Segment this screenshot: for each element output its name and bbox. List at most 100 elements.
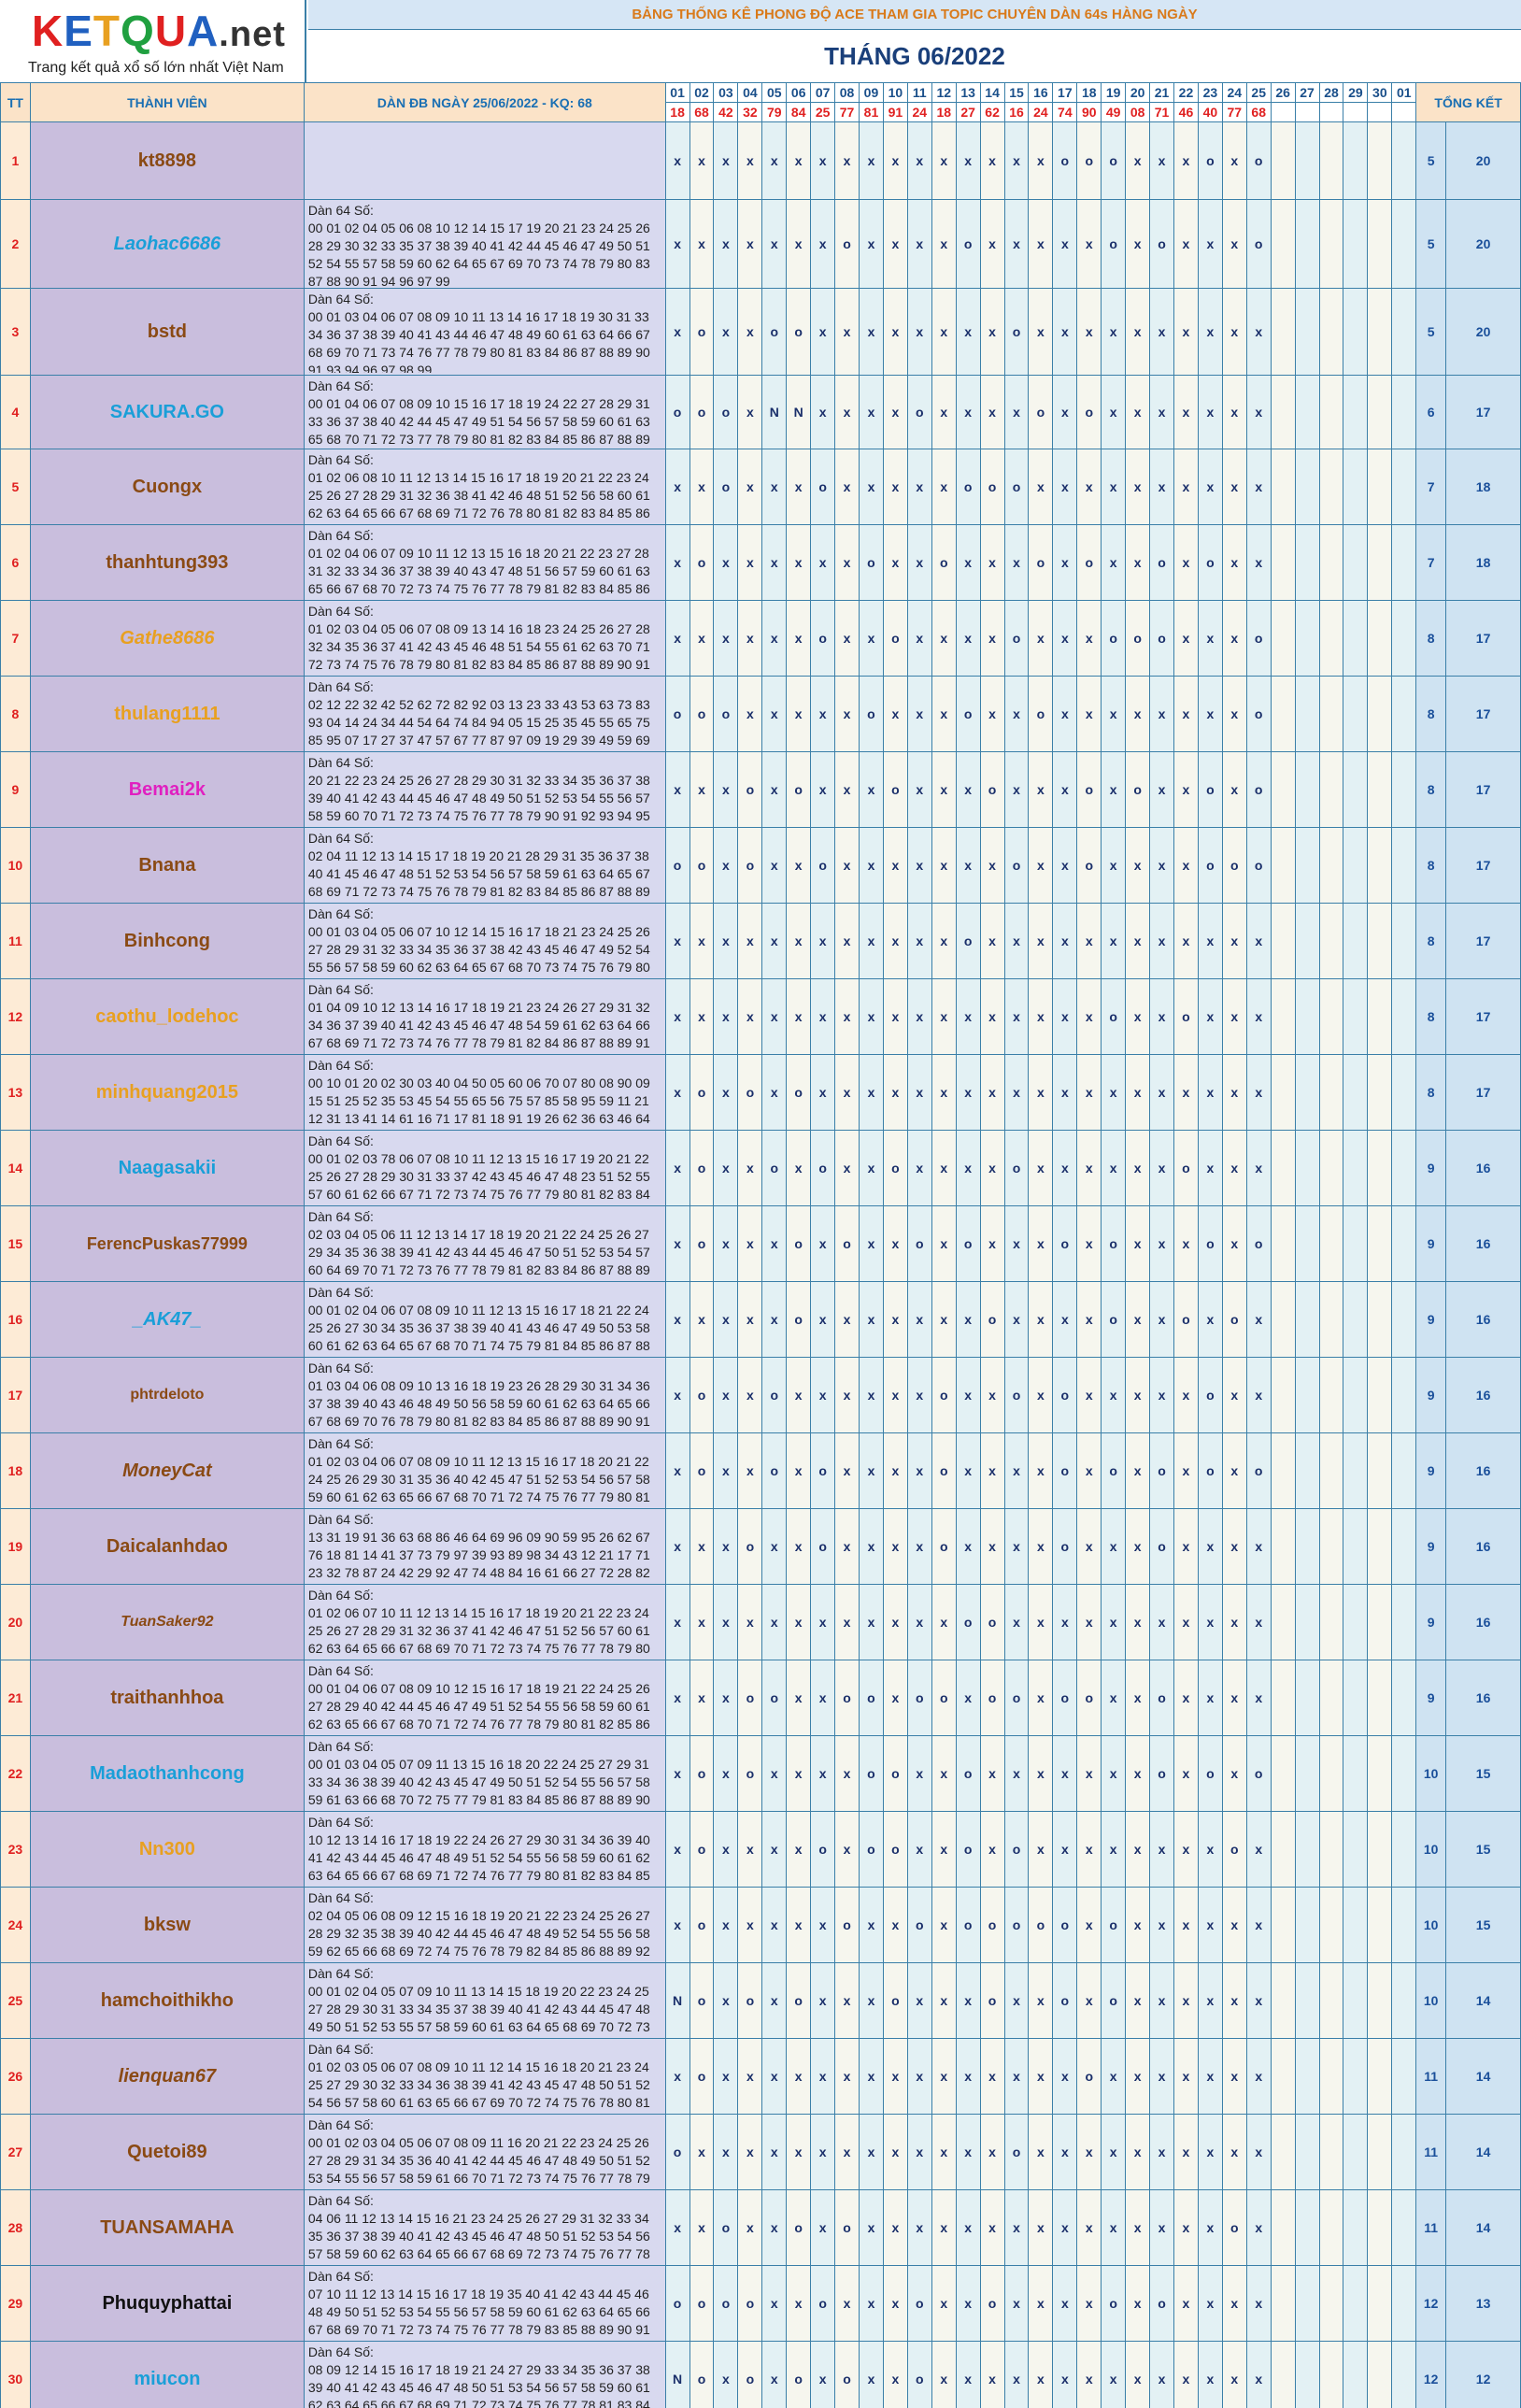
day-mark: o bbox=[979, 1584, 1005, 1660]
day-mark: x bbox=[1003, 903, 1030, 979]
day-mark: o bbox=[1245, 1432, 1272, 1509]
member-name[interactable]: Binhcong bbox=[29, 903, 305, 979]
day-mark bbox=[1294, 676, 1320, 752]
day-mark bbox=[1391, 1962, 1417, 2039]
day-mark: x bbox=[1076, 978, 1102, 1055]
day-mark: x bbox=[1101, 2189, 1127, 2266]
day-mark bbox=[1343, 600, 1369, 677]
member-name[interactable]: caothu_lodehoc bbox=[29, 978, 305, 1055]
member-name[interactable]: SAKURA.GO bbox=[29, 375, 305, 449]
member-name[interactable]: Phuquyphattai bbox=[29, 2265, 305, 2342]
member-name[interactable]: TuanSaker92 bbox=[29, 1584, 305, 1660]
member-name[interactable]: phtrdeloto bbox=[29, 1357, 305, 1433]
day-mark: x bbox=[906, 1432, 932, 1509]
day-mark: x bbox=[761, 1962, 788, 2039]
day-mark: x bbox=[1149, 827, 1174, 904]
day-mark: x bbox=[834, 2114, 860, 2190]
day-mark: x bbox=[834, 2038, 860, 2115]
member-name[interactable]: thanhtung393 bbox=[29, 524, 305, 601]
member-name[interactable]: bksw bbox=[29, 1887, 305, 1963]
day-mark: x bbox=[906, 1281, 932, 1358]
day-mark: x bbox=[810, 1887, 836, 1963]
day-mark: x bbox=[761, 1508, 788, 1585]
total-miss: 9 bbox=[1415, 1281, 1447, 1358]
day-mark: x bbox=[859, 199, 884, 289]
day-mark: x bbox=[906, 1811, 932, 1888]
member-name[interactable]: FerencPuskas77999 bbox=[29, 1205, 305, 1282]
day-mark: o bbox=[689, 1205, 715, 1282]
member-name[interactable]: Cuongx bbox=[29, 449, 305, 525]
day-result bbox=[1369, 103, 1391, 121]
member-name[interactable]: Daicalanhdao bbox=[29, 1508, 305, 1585]
day-mark: x bbox=[1245, 1887, 1272, 1963]
day-mark bbox=[1294, 1281, 1320, 1358]
header-day: 16 24 bbox=[1028, 82, 1054, 122]
day-mark: x bbox=[882, 978, 908, 1055]
day-mark: x bbox=[1125, 1508, 1151, 1585]
day-mark: o bbox=[955, 1735, 981, 1812]
day-mark bbox=[1367, 1054, 1393, 1131]
member-name[interactable]: minhquang2015 bbox=[29, 1054, 305, 1131]
day-result: 49 bbox=[1105, 105, 1121, 120]
day-mark: x bbox=[689, 2189, 715, 2266]
day-mark: o bbox=[761, 288, 788, 376]
day-mark: x bbox=[786, 449, 812, 525]
dan-text: Dàn 64 Số: 20 21 22 23 24 25 26 27 28 29… bbox=[307, 755, 650, 823]
day-mark: x bbox=[713, 1660, 739, 1736]
table-row: 14 Naagasakii Dàn 64 Số: 00 01 02 03 78 06… bbox=[0, 1130, 1521, 1206]
day-mark bbox=[1318, 1281, 1344, 1358]
site-logo[interactable]: KETQUA.net Trang kết quả xổ số lớn nhất … bbox=[0, 0, 306, 82]
dan-numbers: Dàn 64 Số: 00 01 04 06 07 08 09 10 12 15… bbox=[303, 1660, 666, 1736]
day-mark: o bbox=[1101, 121, 1127, 200]
day-mark: x bbox=[761, 751, 788, 828]
day-mark: x bbox=[859, 1584, 884, 1660]
header-day: 26 bbox=[1270, 82, 1296, 122]
member-name[interactable]: Madaothanhcong bbox=[29, 1735, 305, 1812]
day-mark: x bbox=[1245, 449, 1272, 525]
member-name[interactable]: thulang1111 bbox=[29, 676, 305, 752]
member-name[interactable]: kt8898 bbox=[29, 121, 305, 200]
day-mark: x bbox=[979, 903, 1005, 979]
member-name[interactable]: Bemai2k bbox=[29, 751, 305, 828]
day-mark: o bbox=[786, 1281, 812, 1358]
member-name[interactable]: hamchoithikho bbox=[29, 1962, 305, 2039]
day-mark: x bbox=[1149, 978, 1174, 1055]
member-name[interactable]: MoneyCat bbox=[29, 1432, 305, 1509]
member-name[interactable]: Naagasakii bbox=[29, 1130, 305, 1206]
member-name[interactable]: Bnana bbox=[29, 827, 305, 904]
row-number: 3 bbox=[0, 288, 31, 376]
day-mark: x bbox=[906, 1962, 932, 2039]
member-name[interactable]: TUANSAMAHA bbox=[29, 2189, 305, 2266]
day-mark: x bbox=[664, 1281, 690, 1358]
day-mark: x bbox=[1125, 2265, 1151, 2342]
row-number: 24 bbox=[0, 1887, 31, 1963]
day-mark: x bbox=[1028, 1357, 1054, 1433]
day-mark: x bbox=[1221, 2265, 1247, 2342]
member-name[interactable]: Laohac6686 bbox=[29, 199, 305, 289]
day-mark: x bbox=[834, 978, 860, 1055]
member-name[interactable]: _AK47_ bbox=[29, 1281, 305, 1358]
day-mark: x bbox=[859, 2265, 884, 2342]
member-name[interactable]: Nn300 bbox=[29, 1811, 305, 1888]
day-mark: o bbox=[1052, 1962, 1078, 2039]
member-name[interactable]: Gathe8686 bbox=[29, 600, 305, 677]
member-name[interactable]: bstd bbox=[29, 288, 305, 376]
day-mark bbox=[1343, 1660, 1369, 1736]
day-mark bbox=[1391, 1811, 1417, 1888]
day-mark: x bbox=[1173, 1811, 1199, 1888]
day-mark: x bbox=[1197, 2341, 1223, 2408]
day-mark bbox=[1270, 1584, 1296, 1660]
day-mark: x bbox=[761, 1281, 788, 1358]
member-name[interactable]: traithanhhoa bbox=[29, 1660, 305, 1736]
dan-numbers: Dàn 64 Số: 10 12 13 14 16 17 18 19 22 24… bbox=[303, 1811, 666, 1888]
member-name[interactable]: miucon bbox=[29, 2341, 305, 2408]
member-name[interactable]: Quetoi89 bbox=[29, 2114, 305, 2190]
day-mark: x bbox=[882, 288, 908, 376]
day-mark bbox=[1318, 121, 1344, 200]
day-mark: o bbox=[1221, 1281, 1247, 1358]
day-mark: o bbox=[1101, 600, 1127, 677]
day-mark bbox=[1343, 978, 1369, 1055]
day-result: 91 bbox=[888, 105, 903, 120]
day-mark bbox=[1270, 199, 1296, 289]
member-name[interactable]: lienquan67 bbox=[29, 2038, 305, 2115]
